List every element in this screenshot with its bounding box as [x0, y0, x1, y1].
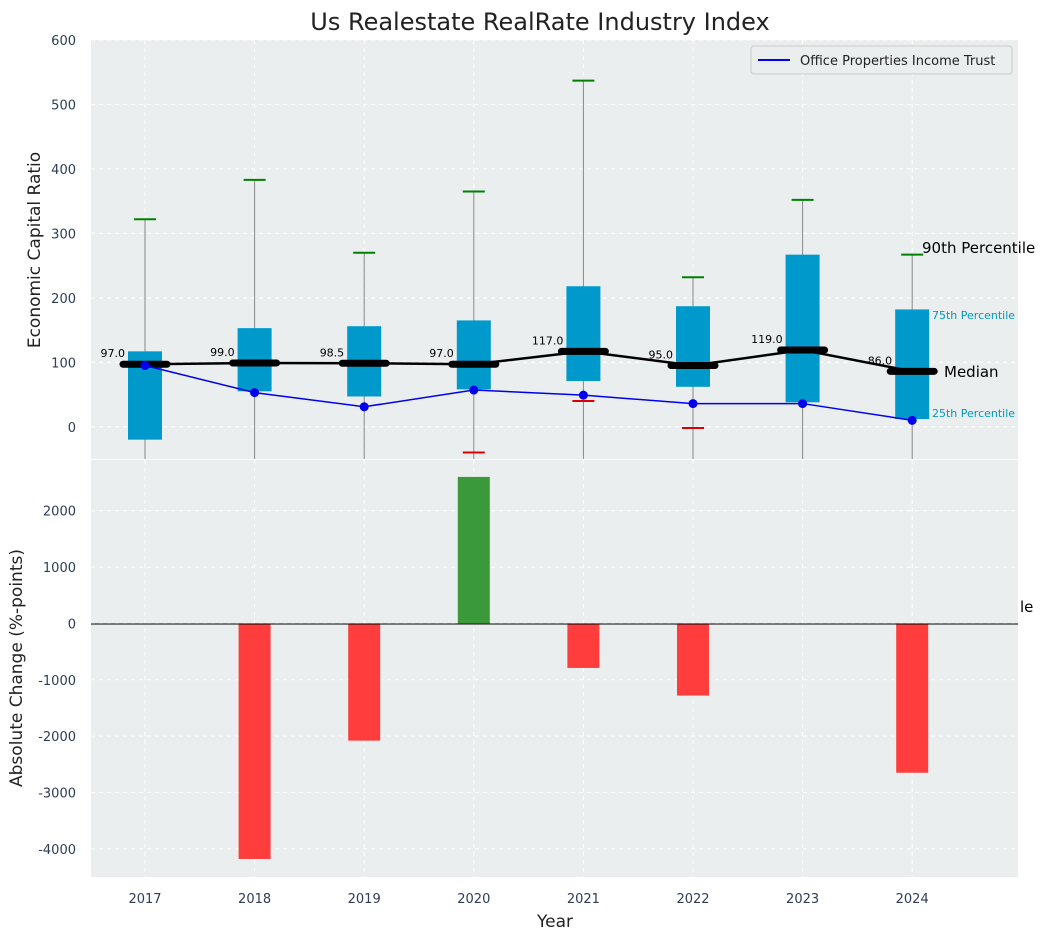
- bottom-y-axis-label: Absolute Change (%-points): [7, 549, 27, 787]
- series-point: [250, 388, 259, 397]
- top-y-tick-label: 400: [51, 163, 76, 178]
- series-point: [579, 391, 588, 400]
- legend-entry: Office Properties Income Trust: [800, 54, 995, 69]
- chart-title: Us Realestate RealRate Industry Index: [310, 8, 769, 36]
- chart-figure: 0 100 200 300 400 500 600 97.0 99.0 98.5 97.0 117.…: [0, 0, 1043, 940]
- series-point: [908, 416, 917, 425]
- series-point: [469, 386, 478, 395]
- top-y-tick-labels: 0 100 200 300 400 500 600: [51, 34, 76, 436]
- change-bar: [239, 623, 271, 859]
- top-y-axis-label: Economic Capital Ratio: [25, 152, 45, 348]
- x-tick-label: 2024: [896, 892, 929, 907]
- x-tick-label: 2022: [676, 892, 709, 907]
- bottom-y-tick-label: -2000: [38, 730, 76, 745]
- series-point: [141, 361, 150, 370]
- bottom-y-tick-label: 1000: [43, 561, 76, 576]
- change-bar: [677, 623, 709, 695]
- x-tick-label: 2019: [348, 892, 381, 907]
- x-tick-label: 2017: [128, 892, 161, 907]
- x-tick-label: 2018: [238, 892, 271, 907]
- bottom-y-tick-label: -1000: [38, 674, 76, 689]
- top-plot-area: [91, 40, 1018, 459]
- median-value-label: 117.0: [532, 334, 564, 347]
- median-value-label: 98.5: [320, 346, 345, 359]
- bottom-y-tick-label: 0: [68, 617, 76, 632]
- x-tick-label: 2023: [786, 892, 819, 907]
- median-label: Median: [944, 363, 999, 381]
- stray-clipped-text: le: [1020, 598, 1033, 616]
- median-value-label: 97.0: [101, 347, 126, 360]
- box-iqr: [566, 286, 600, 381]
- bottom-y-tick-label: -3000: [38, 786, 76, 801]
- p25-label: 25th Percentile: [932, 407, 1015, 420]
- series-point: [360, 402, 369, 411]
- top-y-tick-label: 500: [51, 98, 76, 113]
- p75-label: 75th Percentile: [932, 309, 1015, 322]
- median-value-label: 86.0: [868, 354, 893, 367]
- bottom-plot-area: [91, 460, 1018, 877]
- box-iqr: [457, 320, 491, 389]
- p90-label: 90th Percentile: [922, 239, 1035, 257]
- change-bar: [567, 623, 599, 668]
- top-y-tick-label: 0: [68, 421, 76, 436]
- median-value-label: 99.0: [210, 346, 235, 359]
- bottom-y-tick-label: 2000: [43, 505, 76, 520]
- bottom-y-tick-label: -4000: [38, 843, 76, 858]
- bottom-y-tick-labels: -4000 -3000 -2000 -1000 0 1000 2000: [38, 505, 76, 858]
- box-iqr: [676, 306, 710, 387]
- top-y-tick-label: 300: [51, 227, 76, 242]
- median-value-label: 97.0: [429, 347, 454, 360]
- change-bar: [458, 477, 490, 624]
- median-value-label: 119.0: [751, 333, 783, 346]
- x-axis-label: Year: [536, 912, 573, 932]
- top-y-tick-label: 200: [51, 292, 76, 307]
- legend: Office Properties Income Trust: [751, 46, 1012, 74]
- top-y-tick-label: 100: [51, 356, 76, 371]
- box-iqr: [786, 255, 820, 403]
- top-y-tick-label: 600: [51, 34, 76, 49]
- x-tick-label: 2020: [457, 892, 490, 907]
- series-point: [798, 399, 807, 408]
- median-value-label: 95.0: [649, 349, 674, 362]
- series-point: [689, 399, 698, 408]
- x-tick-labels: 2017 2018 2019 2020 2021 2022 2023 2024: [128, 892, 928, 907]
- change-bar: [896, 623, 928, 772]
- x-tick-label: 2021: [567, 892, 600, 907]
- change-bar: [348, 623, 380, 740]
- box-iqr: [895, 309, 929, 419]
